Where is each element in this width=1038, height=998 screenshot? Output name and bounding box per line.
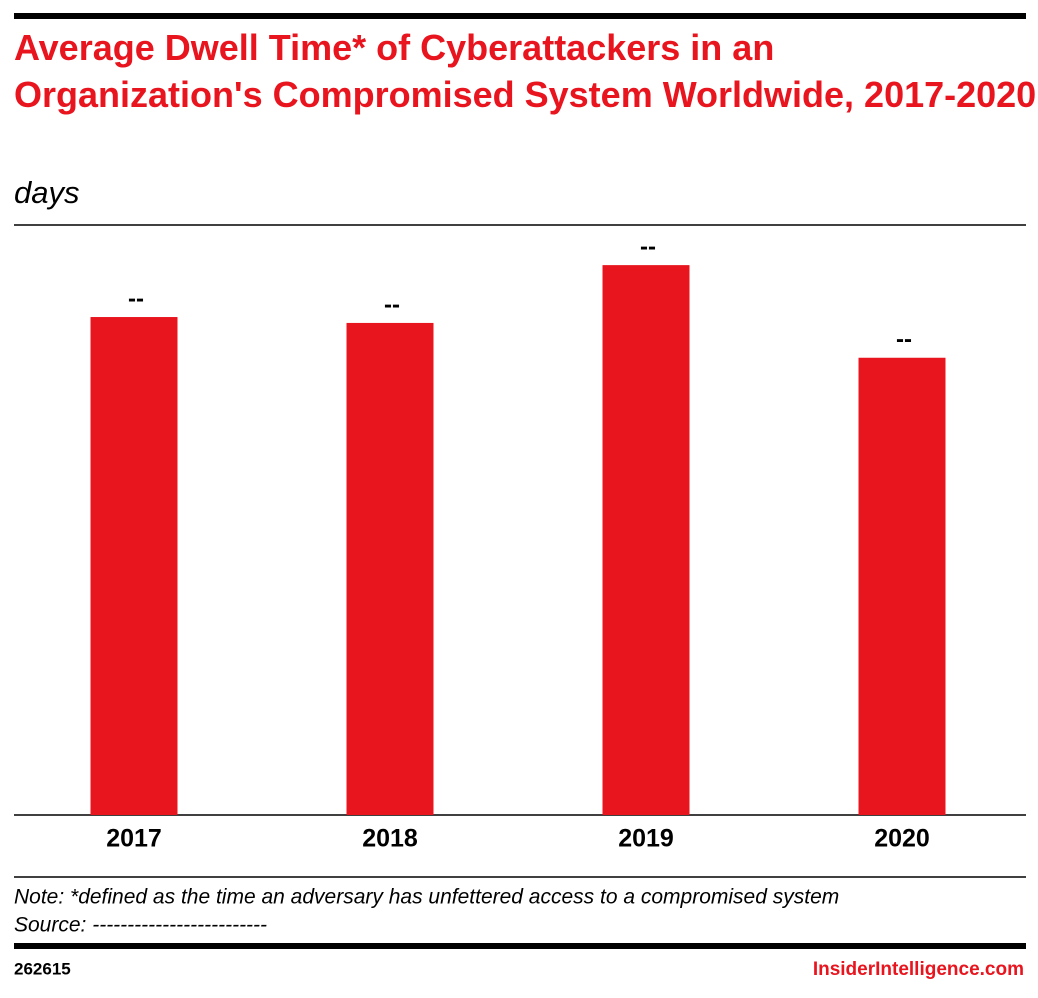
bar: [90, 317, 178, 815]
brand: InsiderIntelligence.com: [813, 959, 1024, 980]
data-label: --: [384, 291, 400, 318]
x-tick-label: 2018: [362, 825, 418, 853]
data-label: --: [896, 326, 912, 353]
data-label: --: [128, 285, 144, 312]
bar: [602, 265, 690, 815]
x-tick-label: 2020: [874, 825, 930, 853]
title-line: Organization's Compromised System Worldw…: [14, 74, 1036, 115]
bar: [346, 322, 434, 815]
data-label: --: [640, 233, 656, 260]
x-tick-label: 2019: [618, 825, 674, 853]
note: Note: *defined as the time an adversary …: [14, 886, 839, 909]
bottom-rule: [14, 943, 1026, 949]
bar: [858, 357, 946, 815]
source: Source: -------------------------: [14, 914, 267, 937]
title-line: Average Dwell Time* of Cyberattackers in…: [14, 27, 774, 68]
subtitle: days: [14, 175, 79, 210]
chart-title: Average Dwell Time* of Cyberattackers in…: [14, 27, 1036, 115]
chart-id: 262615: [14, 959, 71, 978]
x-tick-label: 2017: [106, 825, 162, 853]
top-rule: [14, 13, 1026, 19]
